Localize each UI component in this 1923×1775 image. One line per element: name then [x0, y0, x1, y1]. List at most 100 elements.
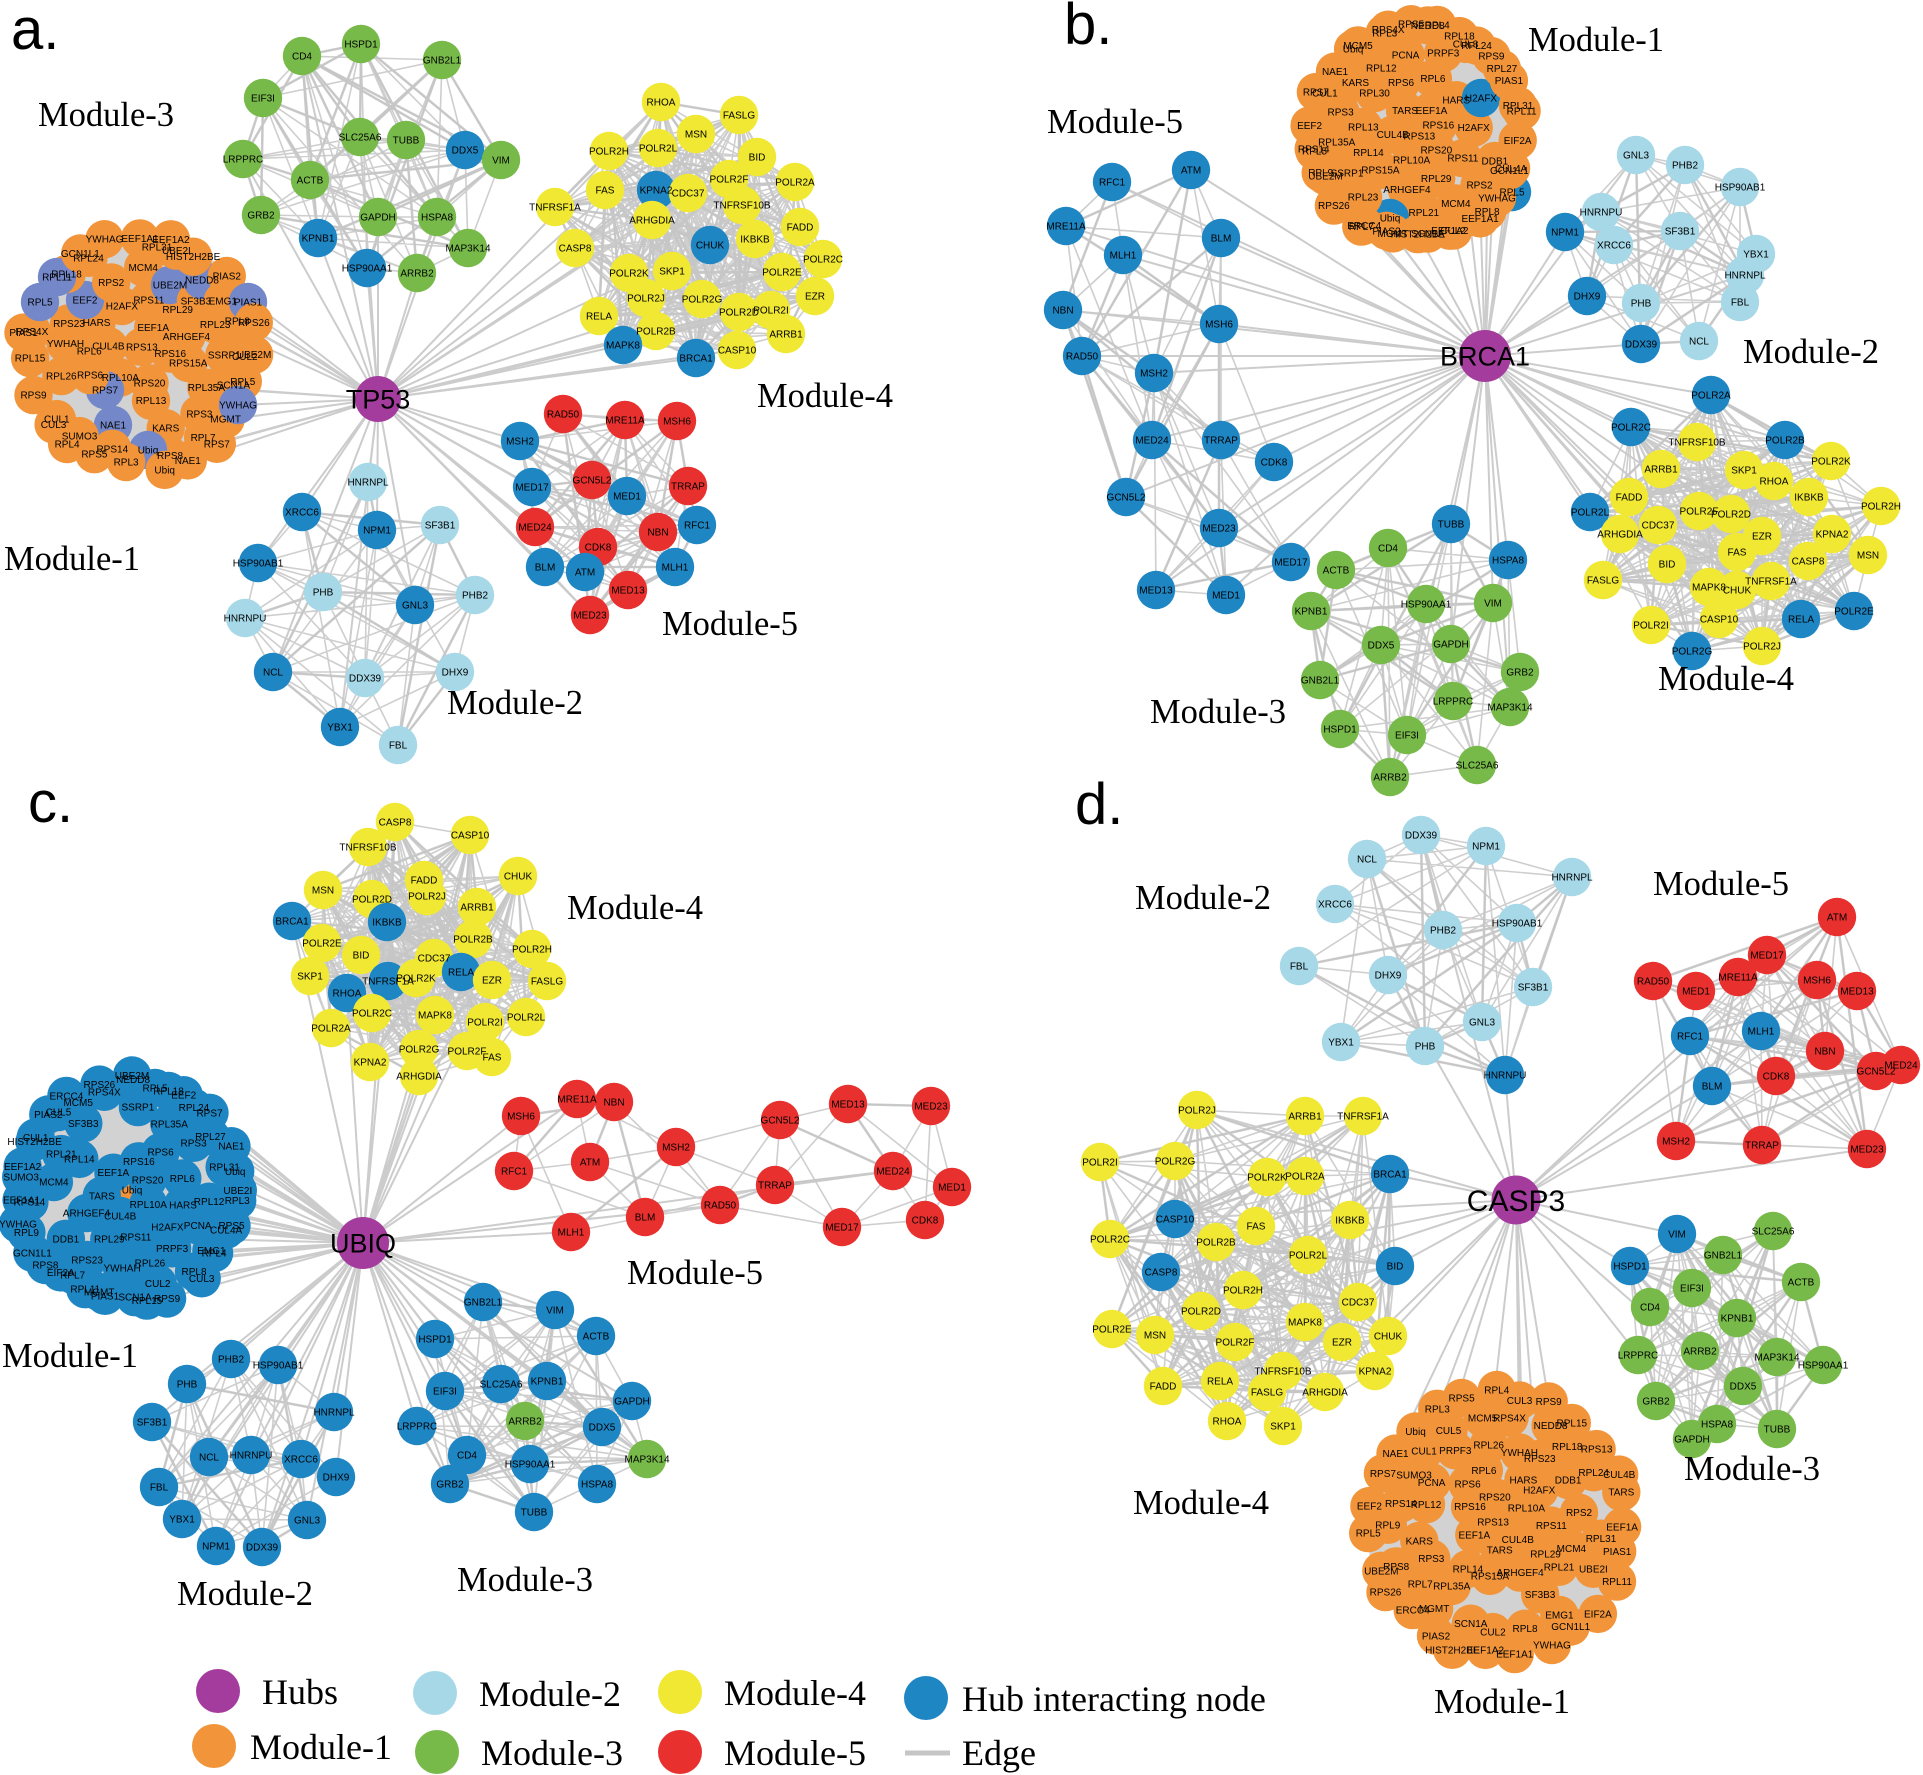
svg-text:RPS16: RPS16 — [1422, 121, 1454, 132]
svg-text:RAD50: RAD50 — [1066, 352, 1099, 363]
svg-text:H2AFX: H2AFX — [106, 302, 139, 313]
svg-text:CHUK: CHUK — [1374, 1332, 1403, 1343]
svg-text:RPS5: RPS5 — [81, 450, 108, 461]
svg-text:CUL4B: CUL4B — [1502, 1535, 1535, 1546]
svg-text:CUL2: CUL2 — [232, 352, 258, 363]
svg-text:CDC37: CDC37 — [1642, 521, 1675, 532]
svg-text:RFC1: RFC1 — [684, 521, 711, 532]
svg-text:ARRB1: ARRB1 — [1288, 1112, 1322, 1123]
svg-text:RPL8: RPL8 — [1475, 207, 1500, 218]
svg-text:MSH2: MSH2 — [1140, 369, 1168, 380]
svg-text:RPS6: RPS6 — [1388, 78, 1415, 89]
svg-text:HSPA8: HSPA8 — [1492, 556, 1524, 567]
svg-text:RPS3: RPS3 — [181, 1138, 208, 1149]
svg-text:PIAS2: PIAS2 — [1422, 1631, 1451, 1642]
svg-text:RPS5: RPS5 — [218, 1221, 245, 1232]
svg-text:YWHAG: YWHAG — [219, 401, 257, 412]
svg-text:ACTB: ACTB — [1323, 566, 1350, 577]
svg-text:NBN: NBN — [1814, 1047, 1835, 1058]
svg-text:BID: BID — [1659, 560, 1676, 571]
svg-text:PIAS2: PIAS2 — [34, 1110, 63, 1121]
svg-text:XRCC6: XRCC6 — [284, 1455, 318, 1466]
svg-text:DDX5: DDX5 — [589, 1423, 616, 1434]
svg-text:MAP3K14: MAP3K14 — [1487, 703, 1532, 714]
svg-text:TRRAP: TRRAP — [1204, 436, 1238, 447]
svg-text:RPL31: RPL31 — [209, 1163, 240, 1174]
svg-text:MED13: MED13 — [1139, 586, 1173, 597]
svg-text:EIF3I: EIF3I — [1680, 1284, 1704, 1295]
svg-text:PIAS2: PIAS2 — [213, 272, 242, 283]
svg-text:RPL11: RPL11 — [1507, 106, 1537, 117]
svg-text:MED17: MED17 — [1750, 951, 1784, 962]
svg-text:FADD: FADD — [1616, 493, 1643, 504]
svg-text:KARS: KARS — [152, 424, 180, 435]
svg-text:ARRB1: ARRB1 — [769, 330, 803, 341]
svg-text:RPL30: RPL30 — [1359, 89, 1390, 100]
svg-text:IKBKB: IKBKB — [372, 918, 402, 929]
svg-text:NBN: NBN — [1052, 306, 1073, 317]
svg-text:DDX39: DDX39 — [1625, 340, 1658, 351]
svg-text:RPS23: RPS23 — [1524, 1454, 1556, 1465]
svg-text:HIST2H2BE: HIST2H2BE — [7, 1137, 62, 1148]
svg-text:HIST2H2BE: HIST2H2BE — [166, 252, 221, 263]
svg-text:EZR: EZR — [805, 292, 825, 303]
svg-text:MED23: MED23 — [573, 611, 607, 622]
svg-text:GCN5L2: GCN5L2 — [1857, 1067, 1896, 1078]
svg-text:RELA: RELA — [1207, 1377, 1233, 1388]
svg-text:GAPDH: GAPDH — [1433, 640, 1469, 651]
svg-text:Module-2: Module-2 — [1135, 879, 1271, 917]
svg-text:GCN1L1: GCN1L1 — [1551, 1622, 1590, 1633]
svg-text:DHX9: DHX9 — [442, 668, 469, 679]
svg-text:HNRNPU: HNRNPU — [1580, 208, 1623, 219]
svg-text:PIAS1: PIAS1 — [234, 298, 263, 309]
svg-text:RPL7: RPL7 — [191, 433, 216, 444]
svg-text:H2AFX: H2AFX — [1523, 1486, 1556, 1497]
svg-text:POLR2K: POLR2K — [609, 269, 649, 280]
svg-text:GAPDH: GAPDH — [614, 1397, 650, 1408]
svg-text:TNFRSF10B: TNFRSF10B — [713, 201, 771, 212]
svg-text:Module-5: Module-5 — [1653, 865, 1789, 903]
svg-text:RPS15A: RPS15A — [169, 359, 208, 370]
svg-text:RPL3: RPL3 — [225, 1196, 250, 1207]
svg-text:CUL5: CUL5 — [1436, 1426, 1462, 1437]
svg-text:RPL21: RPL21 — [1544, 1562, 1575, 1573]
svg-text:POLR2F: POLR2F — [1216, 1338, 1255, 1349]
svg-text:VIM: VIM — [1484, 599, 1502, 610]
svg-text:GNL3: GNL3 — [1469, 1018, 1496, 1029]
svg-text:RPL6: RPL6 — [1420, 74, 1445, 85]
svg-text:HSPD1: HSPD1 — [1323, 725, 1357, 736]
svg-text:RPS20: RPS20 — [132, 1176, 164, 1187]
svg-text:SKP1: SKP1 — [297, 972, 323, 983]
svg-text:RPL29: RPL29 — [94, 1235, 125, 1246]
svg-text:GCN1L1: GCN1L1 — [1490, 166, 1529, 177]
svg-text:MAP3K14: MAP3K14 — [624, 1455, 669, 1466]
svg-text:BRCA1: BRCA1 — [1440, 342, 1530, 372]
svg-text:POLR2C: POLR2C — [803, 255, 843, 266]
svg-text:RHOA: RHOA — [1760, 477, 1789, 488]
svg-text:LRPPRC: LRPPRC — [223, 155, 264, 166]
svg-text:ARHGDIA: ARHGDIA — [629, 216, 675, 227]
svg-text:HNRNPL: HNRNPL — [1724, 271, 1766, 282]
svg-text:ARRB2: ARRB2 — [1683, 1347, 1717, 1358]
svg-text:SSRP1: SSRP1 — [1331, 169, 1364, 180]
svg-text:MCM4: MCM4 — [1441, 199, 1471, 210]
svg-text:CDC37: CDC37 — [418, 954, 451, 965]
svg-text:HIST2H2BE: HIST2H2BE — [1391, 230, 1446, 241]
svg-text:GRB2: GRB2 — [1506, 668, 1534, 679]
svg-text:POLR2L: POLR2L — [507, 1013, 546, 1024]
svg-text:NBN: NBN — [647, 528, 668, 539]
svg-text:RPL15: RPL15 — [1557, 1418, 1588, 1429]
svg-text:CUL1: CUL1 — [1411, 1447, 1437, 1458]
svg-text:Module-5: Module-5 — [662, 605, 798, 643]
svg-text:CHUK: CHUK — [504, 872, 533, 883]
svg-text:CASP8: CASP8 — [1145, 1268, 1178, 1279]
svg-text:NAE1: NAE1 — [1322, 67, 1349, 78]
svg-text:RPL10A: RPL10A — [102, 373, 140, 384]
svg-text:RAD50: RAD50 — [547, 410, 580, 421]
svg-text:HSP90AB1: HSP90AB1 — [233, 559, 284, 570]
svg-text:POLR2I: POLR2I — [1082, 1158, 1118, 1169]
svg-text:TRRAP: TRRAP — [758, 1181, 792, 1192]
svg-text:Module-1: Module-1 — [250, 1727, 392, 1767]
svg-text:CD4: CD4 — [1378, 544, 1398, 555]
svg-text:POLR2C: POLR2C — [352, 1009, 392, 1020]
